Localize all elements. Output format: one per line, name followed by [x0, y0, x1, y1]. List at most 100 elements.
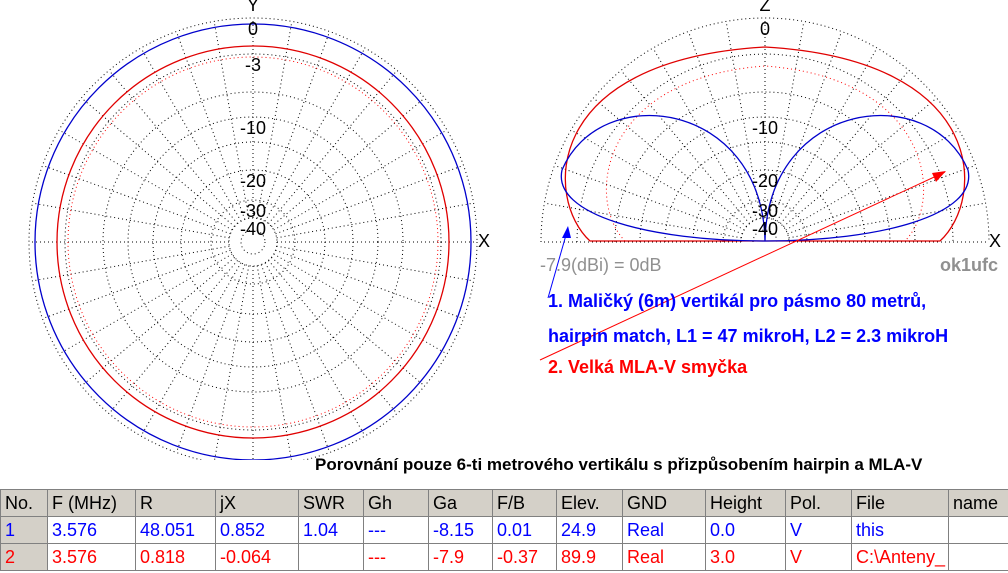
grid-spoke: [275, 249, 464, 320]
header-cell: Height: [705, 489, 786, 517]
grid-spoke: [768, 21, 805, 219]
grid-spoke: [273, 253, 448, 355]
cell: 3.576: [47, 516, 136, 544]
cell: -8.15: [428, 516, 493, 544]
grid-spoke: [264, 262, 366, 437]
grid-spoke: [271, 97, 425, 227]
grid-spoke: [788, 202, 986, 239]
ring-label: -10: [752, 118, 778, 138]
author: ok1ufc: [940, 255, 998, 275]
grid-spoke: [783, 97, 937, 227]
cell: 3.576: [47, 543, 136, 571]
red-dotted: [67, 56, 439, 428]
arrowhead: [562, 226, 571, 238]
grid-spoke: [42, 164, 231, 235]
cell: 0.852: [215, 516, 299, 544]
grid-spoke: [213, 21, 250, 219]
cell: [298, 543, 364, 571]
cell: -0.064: [215, 543, 299, 571]
header-cell: R: [135, 489, 216, 517]
grid-spoke: [256, 21, 293, 219]
grid-spoke: [81, 257, 235, 387]
grid-spoke: [787, 164, 976, 235]
grid-spoke: [725, 21, 762, 219]
ring-label: -20: [240, 171, 266, 191]
grid-ring: [102, 91, 404, 393]
grid-ring: [127, 116, 379, 368]
blue-pattern: [34, 23, 472, 460]
grid-spoke: [32, 245, 230, 282]
grid-ring: [64, 53, 442, 431]
header-cell: SWR: [298, 489, 364, 517]
grid-spoke: [175, 264, 246, 453]
axis-label: Y: [247, 0, 259, 15]
grid-spoke: [772, 31, 843, 220]
grid-spoke: [268, 70, 398, 224]
arrow: [539, 171, 946, 361]
header-cell: jX: [215, 489, 299, 517]
grid-spoke: [780, 70, 910, 224]
grid-spoke: [214, 265, 250, 460]
grid-spoke: [554, 164, 743, 235]
cell: [948, 516, 1008, 544]
arrow: [547, 227, 569, 299]
annotation: hairpin match, L1 = 47 mikroH, L2 = 2.3 …: [548, 326, 948, 346]
grid-spoke: [593, 97, 747, 227]
row[interactable]: 1 3.576 48.051 0.852 1.04 --- -8.15 0.01 24.9 Rea…: [0, 516, 1008, 544]
grid-spoke: [32, 202, 230, 239]
row[interactable]: 2 3.576 0.818 -0.064 --- -7.9 -0.37 89.9 Real 3.0…: [0, 543, 1008, 571]
cell: -7.9: [428, 543, 493, 571]
red-pattern: [56, 45, 450, 439]
header-cell: Ga: [428, 489, 493, 517]
cell: 0.0: [705, 516, 786, 544]
ring-label: 0: [248, 19, 258, 39]
cell: ---: [363, 543, 429, 571]
axis-label: X: [478, 231, 490, 251]
grid-spoke: [271, 257, 425, 387]
axis-label: X: [989, 231, 1001, 251]
grid-spoke: [81, 97, 235, 227]
header-cell: Elev.: [556, 489, 623, 517]
grid-spoke: [268, 260, 398, 414]
header-cell: Gh: [363, 489, 429, 517]
ring-label: -40: [752, 219, 778, 239]
cell: -0.37: [492, 543, 557, 571]
cell: Real: [622, 543, 706, 571]
grid-spoke: [544, 202, 742, 239]
header-cell: name: [948, 489, 1008, 517]
header-cell: Pol.: [785, 489, 852, 517]
grid-spoke: [140, 47, 242, 222]
grid-spoke: [687, 31, 758, 220]
axis-label: Z: [760, 0, 771, 15]
plots: -7.9(dBi) = 0dB ok1ufc 1. Maličký (6m) v…: [28, 0, 1001, 460]
blue-pattern: [560, 114, 970, 242]
grid-spoke: [108, 260, 238, 414]
ring-label: 0: [760, 19, 770, 39]
grid-ring: [180, 169, 326, 315]
grid-ring: [240, 229, 266, 255]
grid-spoke: [276, 245, 474, 282]
grid-spoke: [275, 164, 464, 235]
cell: 1.04: [298, 516, 364, 544]
grid-spoke: [140, 262, 242, 437]
grid-spoke: [108, 70, 238, 224]
annotation: 1. Maličký (6m) vertikál pro pásmo 80 me…: [548, 291, 926, 311]
scale-note: -7.9(dBi) = 0dB: [540, 255, 662, 275]
header-cell: File: [851, 489, 949, 517]
cell: 1: [0, 516, 48, 544]
ring-label: -10: [240, 118, 266, 138]
red-pattern: [564, 46, 966, 242]
cell: 48.051: [135, 516, 216, 544]
grid-spoke: [264, 47, 366, 222]
grid-ring: [210, 199, 296, 285]
cell: V: [785, 516, 852, 544]
grid-spoke: [570, 129, 745, 231]
cell: 24.9: [556, 516, 623, 544]
header-cell: GND: [622, 489, 706, 517]
grid-spoke: [620, 70, 750, 224]
grid-spoke: [58, 129, 233, 231]
ring-label: -20: [752, 171, 778, 191]
